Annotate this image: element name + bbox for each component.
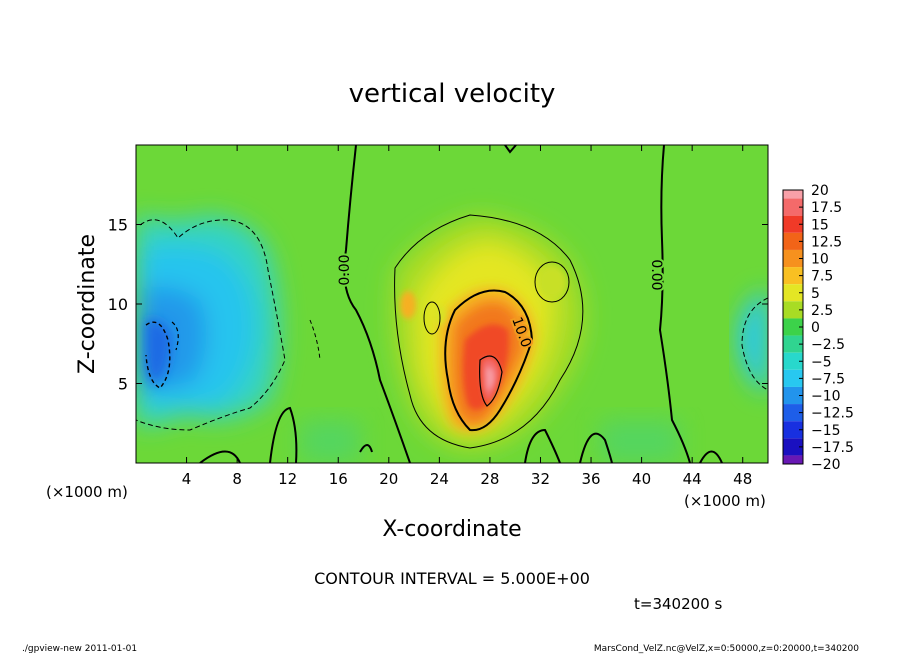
colorbar-label: −12.5 [811,406,854,422]
x-tick-label: 4 [182,470,192,488]
contour-label: 0.00 [648,259,664,290]
x-tick-label: 20 [379,470,398,488]
colorbar-label: −2.5 [811,337,845,353]
y-axis: 5 10 15 [108,216,768,394]
footer-left: ./gpview-new 2011-01-01 [22,644,137,654]
x-tick-label: 32 [531,470,550,488]
x-tick-label: 16 [329,470,348,488]
colorbar-label: 15 [811,217,829,233]
colorbar-swatch [783,369,803,387]
y-tick-label: 10 [108,295,128,314]
x-tick-label: 40 [632,470,651,488]
colorbar-label: −7.5 [811,371,845,387]
colorbar-swatch [783,386,803,405]
colorbar-label: 17.5 [811,200,842,216]
colorbar-swatch [783,284,803,302]
x-tick-label: 36 [581,470,600,488]
colorbar-swatch [783,335,803,353]
colorbar-swatch [783,249,803,268]
colorbar-label: −17.5 [811,440,854,456]
x-unit-left: (×1000 m) [46,483,128,501]
footer-right: MarsCond_VelZ.nc@VelZ,x=0:50000,z=0:2000… [594,644,859,654]
time-label: t=340200 s [634,595,722,613]
colorbar-label: −10 [811,389,841,405]
colorbar-label: 12.5 [811,234,842,250]
colorbar-swatch [783,301,803,319]
x-tick-label: 28 [480,470,499,488]
colorbar-label: 10 [811,252,829,268]
colorbar-label: 0 [811,320,820,336]
colorbar-swatch [783,352,803,370]
colorbar-swatch [783,267,803,285]
x-unit-right: (×1000 m) [684,492,766,510]
colorbar-label: −5 [811,354,832,370]
y-axis-label: Z-coordinate [75,234,100,374]
colorbar-swatch [783,318,803,336]
colorbar-swatch [783,404,803,422]
contour-label: 0.00 [337,254,353,285]
colorbar-label: 2.5 [811,303,833,319]
y-tick-label: 5 [118,375,128,394]
colorbar-swatch [783,421,803,439]
x-axis-label: X-coordinate [382,517,521,542]
x-axis: 4 8 12 16 20 24 28 32 36 40 44 48 [182,145,752,488]
colorbar-label: 20 [811,183,829,199]
chart-title: vertical velocity [349,79,556,109]
x-tick-label: 24 [430,470,449,488]
colorbar-swatch [783,198,803,216]
colorbar-label: 7.5 [811,269,833,285]
x-tick-label: 8 [232,470,242,488]
x-tick-label: 44 [683,470,702,488]
x-tick-label: 12 [278,470,297,488]
colorbar-label: −15 [811,423,841,439]
colorbar-swatch [783,215,803,233]
x-tick-label: 48 [733,470,752,488]
contour-interval-text: CONTOUR INTERVAL = 5.000E+00 [314,569,590,588]
colorbar-swatch [783,190,803,199]
colorbar-label: −20 [811,457,841,473]
y-tick-label: 15 [108,216,128,235]
colorbar-swatch [783,232,803,250]
heatmap-field [136,145,768,463]
colorbar-swatch [783,455,803,464]
colorbar-swatch [783,438,803,456]
colorbar-label: 5 [811,286,820,302]
